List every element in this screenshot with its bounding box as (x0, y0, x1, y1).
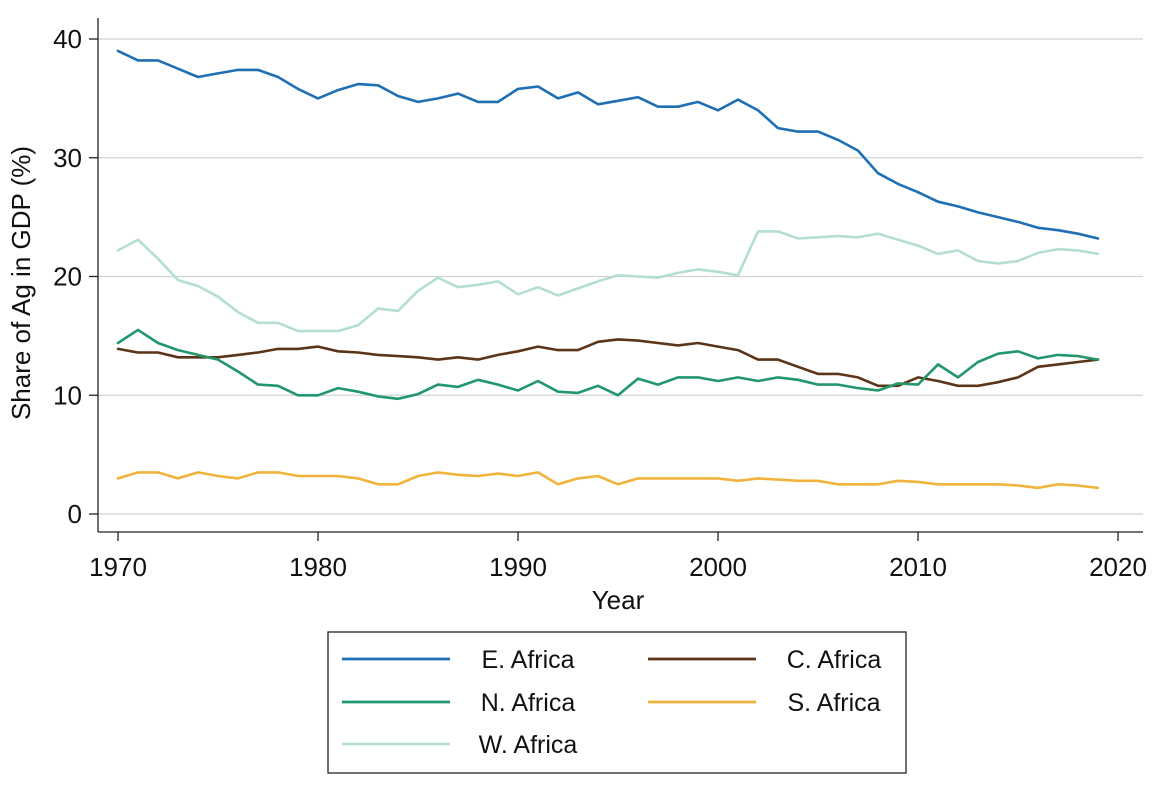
series-lines (116, 49, 1100, 490)
y-tick-label: 10 (53, 380, 82, 410)
x-tick-label: 1980 (289, 552, 347, 582)
x-tick-label: 2020 (1089, 552, 1147, 582)
x-tick-label: 1970 (89, 552, 147, 582)
x-axis-title: Year (592, 585, 645, 615)
x-tick-label: 1990 (489, 552, 547, 582)
x-tick-label: 2010 (889, 552, 947, 582)
series-line-eafrica (116, 49, 1100, 240)
legend-label: N. Africa (481, 689, 576, 717)
legend-label: W. Africa (479, 731, 578, 759)
legend-label: E. Africa (481, 646, 574, 674)
series-line-wafrica (116, 230, 1100, 333)
y-tick-label: 30 (53, 143, 82, 173)
series-line-safrica (116, 471, 1100, 490)
axes: 0 10 20 30 40 1970 1980 1990 2000 2010 2020 (53, 18, 1147, 582)
series-line-cafrica (116, 338, 1100, 388)
legend: E. Africa C. Africa N. Africa S. Africa W. A… (327, 631, 907, 774)
x-tick-label: 2000 (689, 552, 747, 582)
y-axis-title: Share of Ag in GDP (%) (6, 146, 36, 420)
legend-label: C. Africa (787, 646, 882, 674)
y-tick-label: 40 (53, 24, 82, 54)
legend-label: S. Africa (787, 689, 880, 717)
series-line-nafrica (116, 328, 1100, 401)
y-tick-label: 0 (68, 499, 82, 529)
y-tick-label: 20 (53, 262, 82, 292)
